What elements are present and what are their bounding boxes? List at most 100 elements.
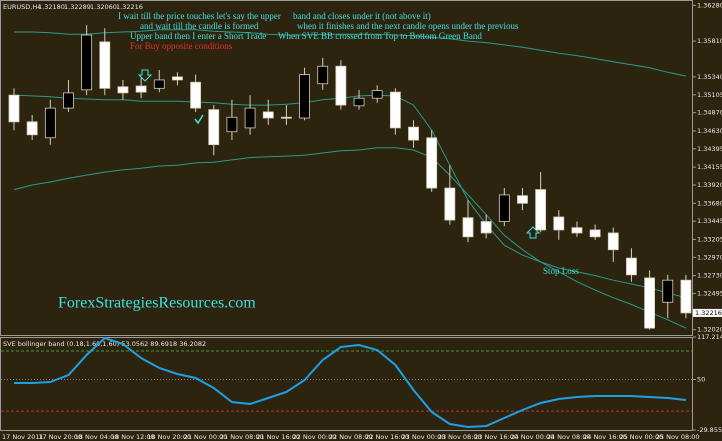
last-price-box — [693, 308, 722, 317]
y-tick-label: 50 — [697, 376, 705, 384]
y-tick-label: 1.33445 — [697, 217, 722, 225]
candle-body — [589, 229, 601, 238]
candle-body — [389, 91, 401, 129]
y-tick-label: 1.34155 — [697, 163, 722, 171]
y-tick-label: 1.33920 — [697, 181, 722, 189]
candle-body — [135, 85, 147, 93]
candle-body — [26, 121, 38, 136]
candle-body — [553, 216, 565, 231]
candle-body — [644, 277, 655, 329]
candle-body — [353, 97, 365, 107]
candle-body — [480, 221, 492, 234]
candle-body — [244, 107, 256, 129]
candle-body — [280, 116, 292, 119]
candle-body — [462, 217, 474, 238]
x-tick-label: 22 Nov 00:00 — [293, 433, 337, 441]
candle-body — [226, 116, 238, 133]
indicator-title: SVE bollinger band (0.18,1.60,1.60) 53.0… — [3, 340, 206, 348]
y-tick-label: 1.32020 — [697, 326, 722, 334]
oscillator-line — [14, 336, 687, 429]
x-tick-label: 25 Nov 08:00 — [656, 433, 700, 441]
check-mark — [194, 114, 204, 125]
candle-body — [626, 257, 637, 276]
candle-body — [81, 34, 93, 91]
candle-body — [63, 92, 74, 109]
y-tick-label: 1.35340 — [697, 73, 722, 81]
candle-body — [8, 94, 20, 123]
y-tick-label: 117.2141 — [697, 333, 722, 341]
y-tick-label: 1.33205 — [697, 235, 722, 243]
annotation: Upper band then I enter a Short Trade — [130, 31, 266, 41]
candle-body — [172, 76, 183, 81]
x-tick-label: 23 Nov 16:00 — [474, 433, 518, 441]
candle-body — [44, 107, 56, 139]
down-arrow — [137, 69, 153, 82]
candle-body — [317, 65, 329, 85]
x-tick-label: 23 Nov 08:00 — [438, 433, 482, 441]
symbol-title: EURUSD,H4 — [3, 3, 41, 11]
x-tick-label: 18 Nov 20:00 — [147, 433, 191, 441]
candle-body — [408, 126, 419, 141]
x-tick-label: 18 Nov 12:00 — [111, 433, 155, 441]
candle-body — [99, 41, 111, 89]
y-tick-label: -29.8552 — [697, 426, 722, 434]
x-tick-label: 22 Nov 08:00 — [329, 433, 373, 441]
annotation: ForexStrategiesResources.com — [58, 295, 256, 312]
x-tick-label: 17 Nov 2011 — [2, 433, 44, 441]
x-tick-label: 17 Nov 20:00 — [38, 433, 82, 441]
candle-body — [262, 111, 274, 119]
y-tick-label: 1.36280 — [697, 1, 722, 9]
x-tick-label: 21 Nov 08:00 — [220, 433, 264, 441]
band-line — [13, 147, 687, 329]
candle-body — [117, 86, 129, 94]
header-open: 1.32180 — [38, 3, 65, 11]
y-tick-label: 1.34870 — [697, 109, 722, 117]
candle-body — [153, 79, 165, 89]
annotation: band and closes under it (not above it) — [293, 11, 431, 21]
x-tick-label: 22 Nov 16:00 — [365, 433, 409, 441]
x-tick-label: 21 Nov 16:00 — [256, 433, 300, 441]
y-tick-label: 1.35810 — [697, 37, 722, 45]
annotation: when it finishes and the next candle ope… — [297, 21, 519, 31]
y-tick-label: 1.34395 — [697, 145, 722, 153]
x-tick-label: 18 Nov 04:00 — [75, 433, 119, 441]
annotation: I wait till the price touches let's say … — [118, 11, 281, 21]
candle-body — [680, 279, 692, 314]
candle-body — [535, 189, 547, 231]
y-tick-label: 1.35105 — [697, 91, 722, 99]
y-tick-label: 1.32495 — [697, 290, 722, 298]
x-tick-label: 24 Nov 08:00 — [547, 433, 591, 441]
header-close: 1.32216 — [116, 3, 143, 11]
candle-body — [371, 90, 383, 99]
candle-body — [299, 74, 310, 119]
candle-body — [190, 81, 202, 109]
x-tick-label: 21 Nov 00:00 — [184, 433, 228, 441]
candle-body — [426, 137, 438, 189]
candle-body — [335, 65, 347, 106]
x-tick-label: 25 Nov 00:00 — [619, 433, 663, 441]
y-tick-label: 1.32970 — [697, 253, 722, 261]
candle-body — [208, 109, 220, 146]
header-high: 1.32289 — [64, 3, 91, 11]
y-tick-label: 1.32730 — [697, 272, 722, 280]
candle-body — [498, 194, 510, 222]
annotation: and wait till the candle is formed — [140, 21, 259, 31]
x-tick-label: 24 Nov 16:00 — [583, 433, 627, 441]
last-price-label: 1.32216 — [695, 309, 722, 317]
candle-body — [517, 195, 528, 204]
header-low: 1.32060 — [90, 3, 117, 11]
y-tick-label: 1.33680 — [697, 199, 722, 207]
band-line — [13, 94, 687, 299]
candle-body — [571, 227, 583, 234]
candle-body — [444, 187, 456, 221]
x-tick-label: 23 Nov 00:00 — [402, 433, 446, 441]
y-tick-label: 1.34630 — [697, 127, 722, 135]
x-tick-label: 24 Nov 00:00 — [510, 433, 554, 441]
annotation: When SVE BB crossed from Top to Bottom G… — [278, 31, 482, 41]
candle-body — [607, 232, 619, 251]
candle-body — [662, 279, 674, 303]
main-pane-border — [0, 0, 693, 336]
